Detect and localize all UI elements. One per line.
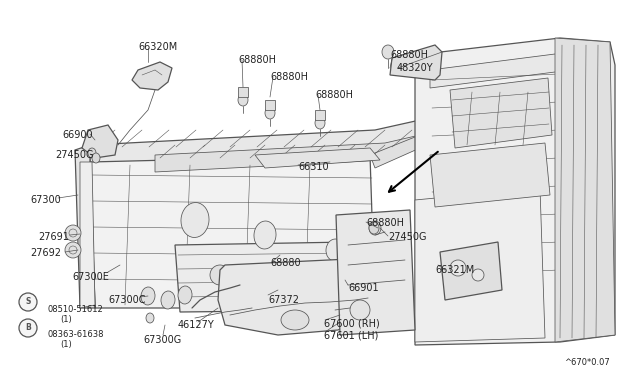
Polygon shape [440, 242, 502, 300]
Polygon shape [336, 210, 415, 335]
Circle shape [472, 269, 484, 281]
Text: 68880H: 68880H [270, 72, 308, 82]
Ellipse shape [238, 94, 248, 106]
Polygon shape [90, 145, 375, 308]
Ellipse shape [315, 117, 325, 129]
Polygon shape [82, 125, 118, 158]
Polygon shape [390, 45, 442, 80]
Polygon shape [370, 135, 420, 168]
Text: S: S [26, 298, 31, 307]
Text: 46127Y: 46127Y [178, 320, 215, 330]
Ellipse shape [92, 153, 100, 163]
Ellipse shape [88, 148, 96, 158]
Text: 66900: 66900 [62, 130, 93, 140]
Text: 68880H: 68880H [390, 50, 428, 60]
Polygon shape [430, 143, 550, 207]
Circle shape [210, 265, 230, 285]
Ellipse shape [178, 286, 192, 304]
Polygon shape [430, 54, 600, 88]
Ellipse shape [369, 221, 381, 235]
Text: B: B [25, 324, 31, 333]
Polygon shape [315, 110, 325, 120]
Polygon shape [132, 62, 172, 90]
Polygon shape [155, 135, 420, 172]
Text: 67300C: 67300C [108, 295, 145, 305]
Text: (1): (1) [60, 340, 72, 349]
Polygon shape [265, 100, 275, 110]
Ellipse shape [281, 310, 309, 330]
Ellipse shape [369, 222, 379, 234]
Polygon shape [218, 258, 372, 335]
Text: 68880H: 68880H [315, 90, 353, 100]
Text: 67300: 67300 [30, 195, 61, 205]
Circle shape [19, 293, 37, 311]
Text: 67601 (LH): 67601 (LH) [324, 330, 378, 340]
Polygon shape [238, 87, 248, 97]
Text: 08510-51612: 08510-51612 [48, 305, 104, 314]
Ellipse shape [278, 264, 312, 306]
Polygon shape [75, 145, 95, 308]
Circle shape [65, 242, 81, 258]
Text: 67372: 67372 [268, 295, 299, 305]
Text: 08363-61638: 08363-61638 [48, 330, 104, 339]
Polygon shape [90, 120, 420, 162]
Ellipse shape [141, 287, 155, 305]
Text: ^670*0.07: ^670*0.07 [564, 358, 610, 367]
Polygon shape [555, 38, 615, 342]
Text: 67600 (RH): 67600 (RH) [324, 318, 380, 328]
Ellipse shape [181, 202, 209, 237]
Text: 68880H: 68880H [366, 218, 404, 228]
Circle shape [302, 270, 318, 286]
Polygon shape [450, 78, 552, 148]
Ellipse shape [254, 221, 276, 249]
Text: 68880H: 68880H [238, 55, 276, 65]
Ellipse shape [326, 239, 344, 261]
Text: 66310: 66310 [298, 162, 328, 172]
Text: 27691: 27691 [38, 232, 69, 242]
Ellipse shape [161, 291, 175, 309]
Text: 68880: 68880 [270, 258, 301, 268]
Circle shape [19, 319, 37, 337]
Ellipse shape [146, 313, 154, 323]
Text: 27692: 27692 [30, 248, 61, 258]
Polygon shape [80, 162, 95, 308]
Text: 66901: 66901 [348, 283, 379, 293]
Text: 66321M: 66321M [435, 265, 474, 275]
Text: 67300E: 67300E [72, 272, 109, 282]
Text: 66320M: 66320M [138, 42, 177, 52]
Polygon shape [255, 148, 380, 168]
Circle shape [350, 300, 370, 320]
Ellipse shape [382, 45, 394, 59]
Polygon shape [415, 188, 545, 342]
Polygon shape [175, 242, 360, 312]
Text: 27450G: 27450G [388, 232, 426, 242]
Circle shape [450, 260, 466, 276]
Text: (1): (1) [60, 315, 72, 324]
Text: 67300G: 67300G [143, 335, 181, 345]
Text: 48320Y: 48320Y [397, 63, 434, 73]
Ellipse shape [265, 107, 275, 119]
Text: 27450G: 27450G [55, 150, 93, 160]
Circle shape [65, 225, 81, 241]
Polygon shape [415, 38, 615, 345]
